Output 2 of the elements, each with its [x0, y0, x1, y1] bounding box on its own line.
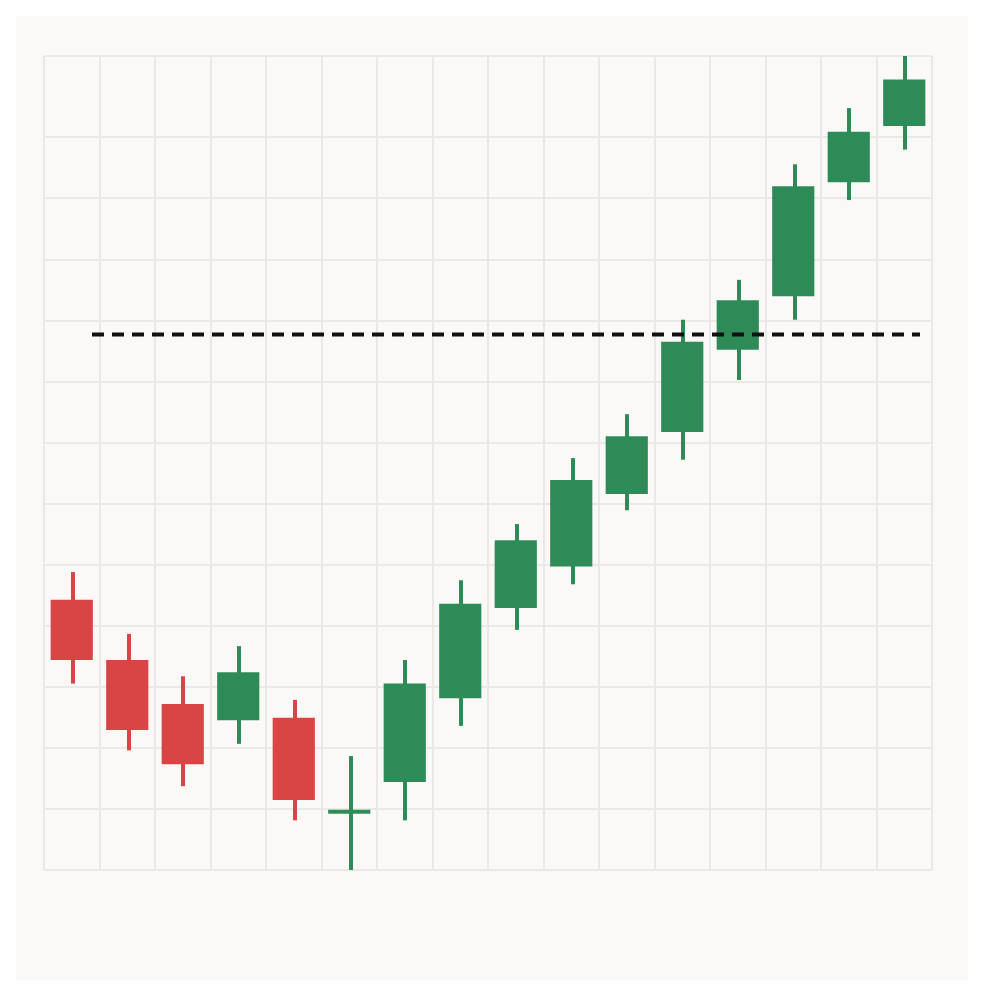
- candlestick: [883, 54, 926, 152]
- candlestick: [328, 754, 371, 872]
